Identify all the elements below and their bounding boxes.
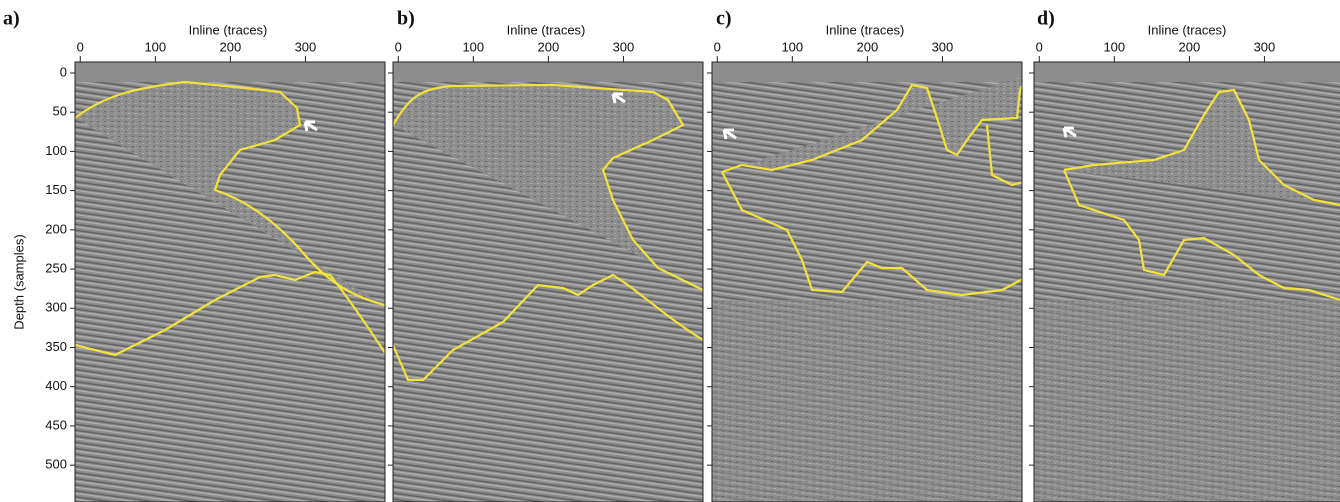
x-tick-label: 300: [295, 39, 317, 54]
y-axis-label: Depth (samples): [11, 234, 26, 329]
panel: d) Inline (traces) 0 100 200 300: [1029, 8, 1340, 502]
x-tick-label: 100: [462, 39, 484, 54]
panel-label: d): [1037, 8, 1055, 30]
water-layer: [712, 62, 1022, 82]
x-tick-label: 200: [1179, 39, 1201, 54]
noisy-zone: [712, 300, 1022, 502]
water-layer: [1034, 62, 1340, 82]
seismic-image: [75, 62, 385, 502]
x-tick-label: 0: [77, 39, 84, 54]
seismic-image: [393, 62, 703, 502]
y-tick-label: 500: [45, 457, 67, 472]
y-tick-label: 0: [60, 64, 67, 79]
y-tick-label: 450: [45, 417, 67, 432]
page: {"figure": { "ylabel": "Depth (samples)"…: [0, 0, 1340, 502]
water-layer: [75, 62, 385, 82]
y-tick-label: 200: [45, 221, 67, 236]
x-tick-label: 100: [781, 39, 803, 54]
seismic-image: [1034, 62, 1340, 502]
x-tick-label: 100: [144, 39, 166, 54]
x-tick-label: 200: [857, 39, 879, 54]
y-tick-label: 400: [45, 378, 67, 393]
panel-label: c): [716, 8, 732, 30]
panel: c) Inline (traces) 0 100 200 300: [707, 8, 1030, 502]
y-tick-label: 300: [45, 300, 67, 315]
y-tick-label: 100: [45, 143, 67, 158]
y-tick-label: 250: [45, 260, 67, 275]
x-axis-label: Inline (traces): [826, 22, 905, 37]
x-tick-label: 0: [395, 39, 402, 54]
x-tick-label: 300: [1254, 39, 1276, 54]
x-tick-label: 0: [714, 39, 721, 54]
y-tick-label: 50: [53, 104, 67, 119]
x-axis-label: Inline (traces): [1148, 22, 1227, 37]
x-tick-label: 200: [220, 39, 242, 54]
water-layer: [393, 62, 703, 82]
x-tick-label: 300: [613, 39, 635, 54]
x-tick-label: 300: [932, 39, 954, 54]
panel-label: b): [397, 8, 415, 30]
panel-label: a): [3, 8, 20, 30]
x-tick-label: 200: [538, 39, 560, 54]
x-tick-label: 0: [1036, 39, 1043, 54]
noisy-zone: [1034, 300, 1340, 502]
panel: b) Inline (traces) 0 100 200 300: [388, 8, 703, 502]
x-tick-label: 100: [1103, 39, 1125, 54]
figure: Depth (samples) a) Inline (traces) 0 100 200…: [0, 0, 1340, 502]
x-axis-label: Inline (traces): [189, 22, 268, 37]
y-tick-label: 150: [45, 182, 67, 197]
y-tick-label: 350: [45, 339, 67, 354]
x-axis-label: Inline (traces): [507, 22, 586, 37]
seismic-image: [712, 62, 1030, 502]
panel: a) Inline (traces) 0 100 200 300 0 50 100 150 200 2…: [3, 8, 385, 502]
